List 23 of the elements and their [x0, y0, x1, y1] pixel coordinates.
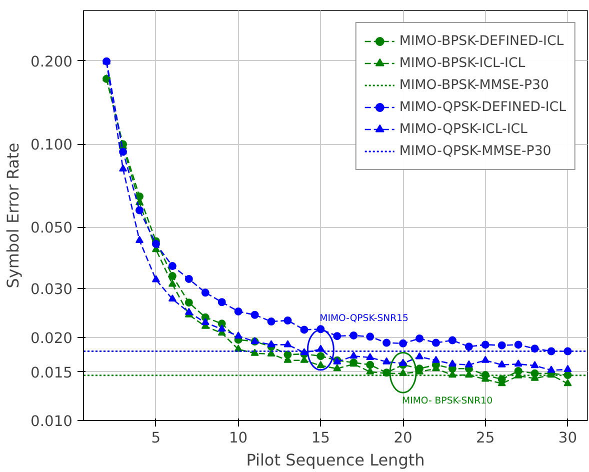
- legend-label: MIMO-QPSK-MMSE-P30: [399, 144, 552, 158]
- y-tick-label: 0.010: [30, 413, 73, 430]
- y-axis-title: Symbol Error Rate: [4, 142, 23, 288]
- x-tick-label: 15: [311, 430, 330, 446]
- x-tick-label: 10: [229, 430, 248, 446]
- y-tick-label: 0.050: [30, 220, 73, 237]
- y-tick-label: 0.015: [30, 364, 73, 382]
- y-tick-label: 0.100: [30, 136, 73, 154]
- x-tick-label: 5: [151, 430, 161, 446]
- y-tick-label: 0.200: [30, 53, 73, 70]
- legend-label: MIMO-BPSK-ICL-ICL: [399, 56, 526, 70]
- legend-label: MIMO-BPSK-MMSE-P30: [399, 78, 549, 92]
- annotation: MIMO- BPSK-SNR10: [402, 396, 493, 407]
- legend-label: MIMO-QPSK-DEFINED-ICL: [399, 100, 566, 114]
- x-tick-label: 30: [558, 430, 578, 446]
- x-tick-label: 25: [476, 430, 495, 446]
- x-axis-title: Pilot Sequence Length: [246, 450, 425, 470]
- legend-label: MIMO-BPSK-DEFINED-ICL: [399, 34, 564, 48]
- y-tick-label: 0.020: [30, 330, 73, 347]
- legend-label: MIMO-QPSK-ICL-ICL: [399, 122, 528, 136]
- y-tick-label: 0.030: [30, 281, 73, 298]
- annotation: MIMO-QPSK-SNR15: [320, 312, 409, 324]
- x-tick-label: 20: [394, 430, 412, 446]
